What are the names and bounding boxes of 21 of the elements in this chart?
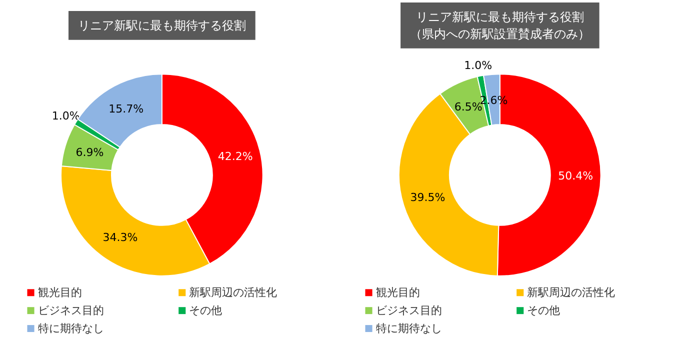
legend-label: その他 <box>527 304 560 318</box>
chart-title: リニア新駅に最も期待する役割 <box>78 18 246 32</box>
legend-label: 特に期待なし <box>38 322 104 336</box>
legend-label: 観光目的 <box>376 286 420 300</box>
data-label: 39.5% <box>410 190 446 204</box>
data-label: 1.0% <box>52 110 80 123</box>
chart-title: リニア新駅に最も期待する役割（県内への新駅設置賛成者のみ） <box>410 10 590 41</box>
legend-label: 特に期待なし <box>376 322 442 336</box>
data-label: 34.3% <box>102 230 138 244</box>
legend-label: ビジネス目的 <box>38 304 104 318</box>
legend-label: 観光目的 <box>38 286 82 300</box>
data-label: 6.5% <box>454 100 482 114</box>
data-label: 50.4% <box>558 169 594 182</box>
legend-label: 新駅周辺の活性化 <box>189 286 278 300</box>
data-label: 42.2% <box>218 150 253 164</box>
legend-label: 新駅周辺の活性化 <box>527 286 616 300</box>
data-label: 15.7% <box>108 102 144 116</box>
legend-label: その他 <box>189 304 222 318</box>
data-label: 1.0% <box>464 58 492 72</box>
legend-label: ビジネス目的 <box>376 304 442 318</box>
data-label: 6.9% <box>76 146 104 159</box>
